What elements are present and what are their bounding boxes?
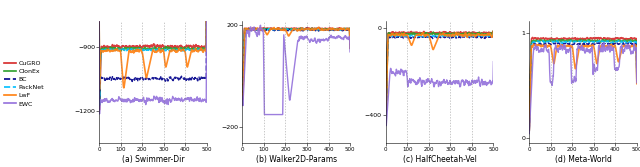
- X-axis label: (a) Swimmer-Dir: (a) Swimmer-Dir: [122, 155, 184, 164]
- Legend: CuGRO, ClonEx, BC, PackNet, LwF, EWC: CuGRO, ClonEx, BC, PackNet, LwF, EWC: [4, 60, 44, 107]
- X-axis label: (d) Meta-World: (d) Meta-World: [555, 155, 611, 164]
- X-axis label: (b) Walker2D-Params: (b) Walker2D-Params: [256, 155, 337, 164]
- X-axis label: (c) HalfCheetah-Vel: (c) HalfCheetah-Vel: [403, 155, 477, 164]
